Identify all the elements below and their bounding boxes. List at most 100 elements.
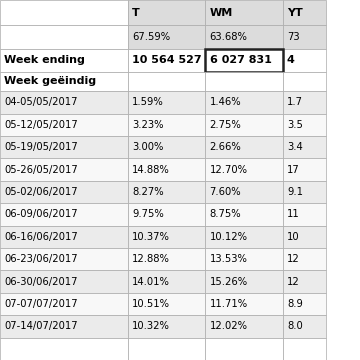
Bar <box>0 136 128 158</box>
Bar <box>205 270 283 293</box>
Bar <box>0 315 128 338</box>
Bar <box>205 226 283 248</box>
Text: 13.53%: 13.53% <box>210 254 247 264</box>
Text: 2.66%: 2.66% <box>210 142 241 152</box>
Bar <box>128 136 205 158</box>
Text: 06-30/06/2017: 06-30/06/2017 <box>4 276 78 287</box>
Text: 3.4: 3.4 <box>287 142 303 152</box>
Bar <box>283 0 326 26</box>
Text: 7.60%: 7.60% <box>210 187 241 197</box>
Text: 8.27%: 8.27% <box>132 187 164 197</box>
Text: 06-16/06/2017: 06-16/06/2017 <box>4 232 78 242</box>
Text: 2.75%: 2.75% <box>210 120 241 130</box>
Text: 10.32%: 10.32% <box>132 321 170 332</box>
Text: 14.01%: 14.01% <box>132 276 170 287</box>
Text: 3.00%: 3.00% <box>132 142 163 152</box>
Text: 05-19/05/2017: 05-19/05/2017 <box>4 142 78 152</box>
Bar <box>283 49 326 72</box>
Bar <box>0 0 128 26</box>
Bar <box>128 338 205 360</box>
Text: 14.88%: 14.88% <box>132 165 170 175</box>
Bar <box>283 338 326 360</box>
Bar <box>128 293 205 315</box>
Text: 63.68%: 63.68% <box>210 32 247 42</box>
Bar <box>205 315 283 338</box>
Text: 73: 73 <box>287 32 300 42</box>
Text: 1.46%: 1.46% <box>210 97 241 107</box>
Text: 10.12%: 10.12% <box>210 232 248 242</box>
Text: 17: 17 <box>287 165 300 175</box>
Bar <box>128 91 205 113</box>
Bar <box>128 26 205 49</box>
Bar <box>128 248 205 270</box>
Bar <box>0 49 128 72</box>
Bar <box>283 136 326 158</box>
Bar <box>0 113 128 136</box>
Text: Week ending: Week ending <box>4 55 85 65</box>
Text: 1.7: 1.7 <box>287 97 303 107</box>
Text: 9.1: 9.1 <box>287 187 303 197</box>
Bar <box>128 113 205 136</box>
Text: 12: 12 <box>287 276 300 287</box>
Bar <box>0 72 128 91</box>
Bar <box>205 203 283 226</box>
Text: WM: WM <box>210 8 233 18</box>
Bar <box>283 248 326 270</box>
Bar <box>205 338 283 360</box>
Text: YT: YT <box>287 8 303 18</box>
Text: 06-09/06/2017: 06-09/06/2017 <box>4 210 78 219</box>
Bar <box>128 226 205 248</box>
Bar <box>0 26 128 49</box>
Text: 10.37%: 10.37% <box>132 232 170 242</box>
Bar <box>0 226 128 248</box>
Bar <box>128 158 205 181</box>
Bar <box>283 26 326 49</box>
Bar <box>0 338 128 360</box>
Bar <box>128 315 205 338</box>
Text: 04-05/05/2017: 04-05/05/2017 <box>4 97 78 107</box>
Text: 12: 12 <box>287 254 300 264</box>
Bar <box>0 203 128 226</box>
Text: 8.9: 8.9 <box>287 299 303 309</box>
Bar <box>128 203 205 226</box>
Text: T: T <box>132 8 140 18</box>
Bar <box>0 270 128 293</box>
Bar <box>283 203 326 226</box>
Bar <box>205 293 283 315</box>
Bar <box>0 91 128 113</box>
Bar <box>283 72 326 91</box>
Bar <box>128 270 205 293</box>
Text: 05-12/05/2017: 05-12/05/2017 <box>4 120 78 130</box>
Bar <box>0 158 128 181</box>
Bar <box>128 0 205 26</box>
Text: Week geëindig: Week geëindig <box>4 76 96 86</box>
Text: 15.26%: 15.26% <box>210 276 248 287</box>
Text: 07-14/07/2017: 07-14/07/2017 <box>4 321 78 332</box>
Text: 07-07/07/2017: 07-07/07/2017 <box>4 299 78 309</box>
Text: 10: 10 <box>287 232 300 242</box>
Text: 10 564 527: 10 564 527 <box>132 55 202 65</box>
Text: 06-23/06/2017: 06-23/06/2017 <box>4 254 78 264</box>
Text: 8.75%: 8.75% <box>210 210 241 219</box>
Text: 11.71%: 11.71% <box>210 299 248 309</box>
Bar <box>205 49 283 72</box>
Bar <box>283 270 326 293</box>
Bar <box>205 26 283 49</box>
Text: 6 027 831: 6 027 831 <box>210 55 271 65</box>
Bar <box>205 72 283 91</box>
Text: 12.88%: 12.88% <box>132 254 170 264</box>
Bar <box>0 181 128 203</box>
Bar <box>0 293 128 315</box>
Bar <box>128 181 205 203</box>
Bar <box>205 248 283 270</box>
Text: 8.0: 8.0 <box>287 321 303 332</box>
Bar <box>205 181 283 203</box>
Bar <box>205 136 283 158</box>
Bar <box>283 91 326 113</box>
Bar <box>283 293 326 315</box>
Text: 11: 11 <box>287 210 300 219</box>
Text: 67.59%: 67.59% <box>132 32 170 42</box>
Text: 3.5: 3.5 <box>287 120 303 130</box>
Text: 05-26/05/2017: 05-26/05/2017 <box>4 165 78 175</box>
Text: 4: 4 <box>287 55 295 65</box>
